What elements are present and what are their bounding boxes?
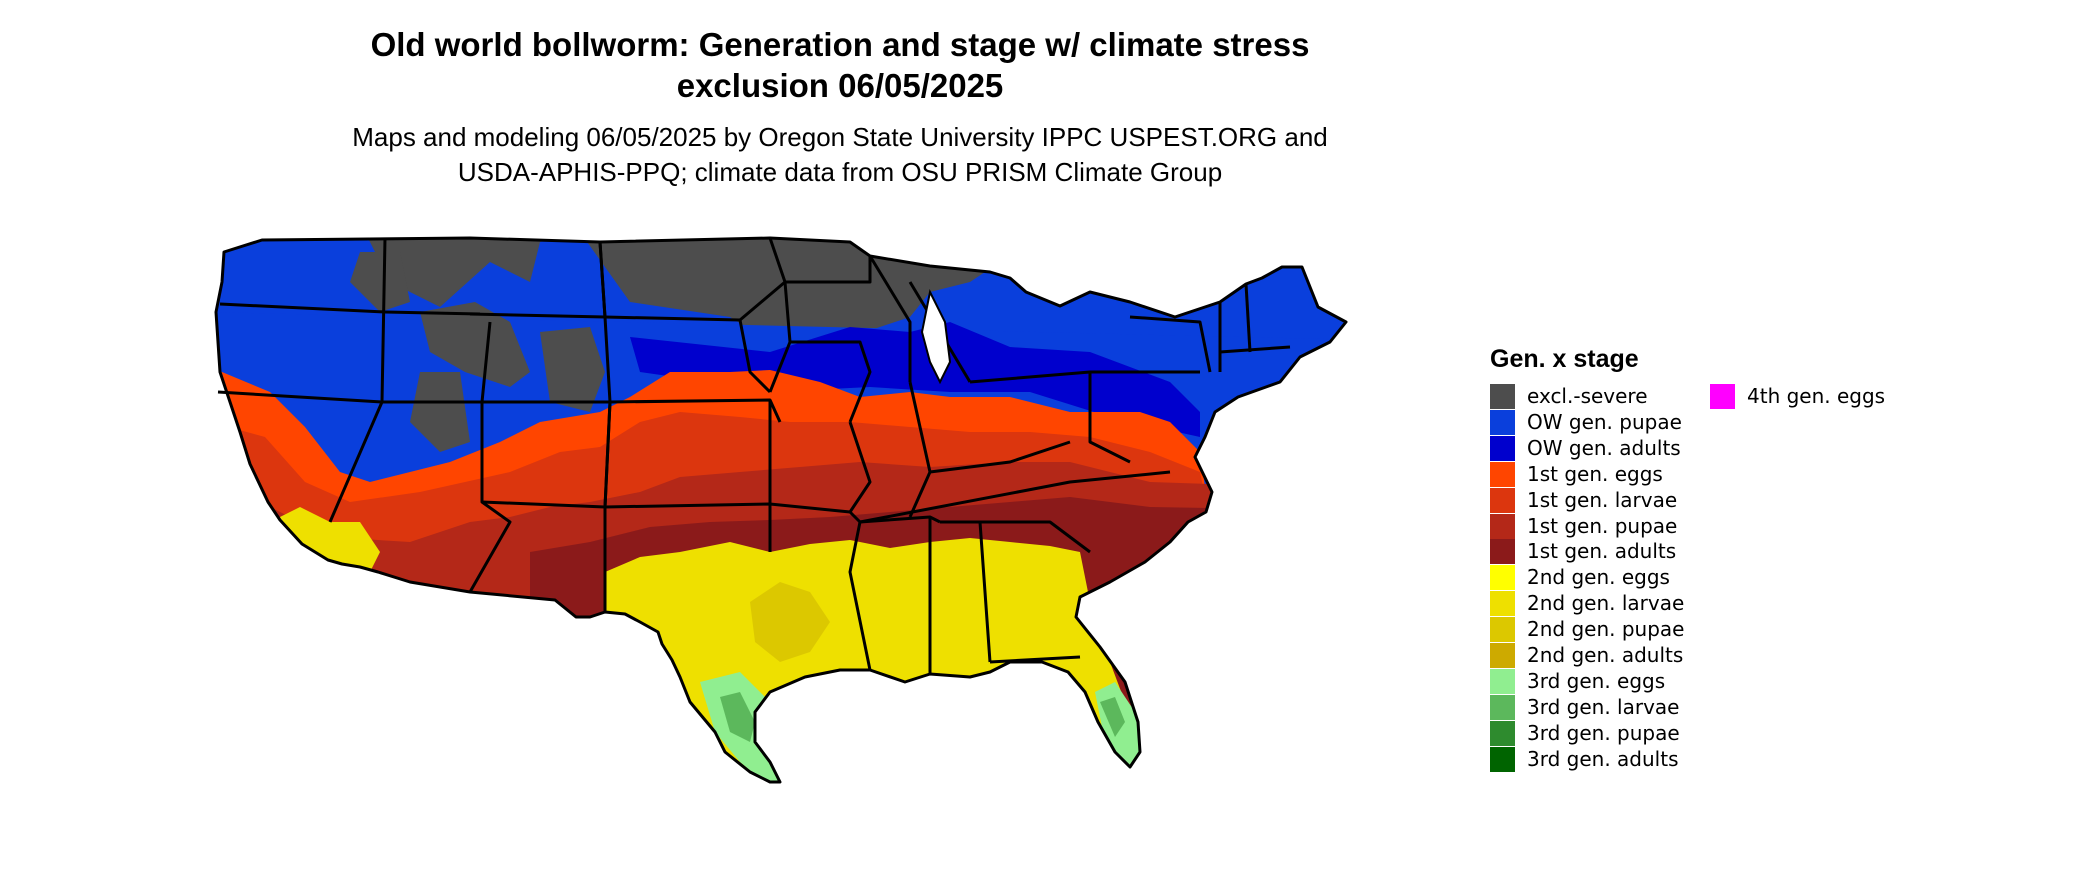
legend-label: 2nd gen. adults: [1527, 643, 1684, 667]
legend-item: 2nd gen. eggs: [1490, 565, 1670, 591]
border-mo-ky-tn: [848, 421, 872, 513]
legend-swatch: [1490, 668, 1515, 694]
fill-excl-mountains-4: [410, 372, 470, 452]
legend-swatch: [1710, 384, 1735, 409]
border-sd-ne: [604, 315, 772, 394]
us-map-svg: [214, 236, 1348, 784]
border-mn-wi: [785, 256, 872, 284]
legend-item: 3rd gen. eggs: [1490, 668, 1666, 694]
legend-item: 1st gen. larvae: [1490, 487, 1678, 513]
subtitle-line-1: Maps and modeling 06/05/2025 by Oregon S…: [352, 122, 1328, 152]
legend-swatch: [1490, 384, 1515, 409]
us-map: [210, 222, 1450, 892]
border-ia-il: [790, 340, 872, 423]
border-or-ca: [217, 390, 383, 404]
legend-item: 1st gen. pupae: [1490, 513, 1678, 539]
border-pa-wv: [1088, 372, 1131, 464]
border-nh-me: [1244, 283, 1252, 353]
legend-label: 4th gen. eggs: [1747, 384, 1886, 408]
map-title-line-1: Old world bollworm: Generation and stage…: [370, 26, 1310, 63]
legend-label: 3rd gen. eggs: [1527, 668, 1666, 693]
map-subtitle: Maps and modeling 06/05/2025 by Oregon S…: [240, 120, 1440, 190]
legend-swatch: [1490, 617, 1515, 643]
border-ky-oh: [929, 440, 1071, 474]
legend-item: 2nd gen. larvae: [1490, 591, 1685, 617]
border-tn-va: [859, 470, 1171, 524]
border-ny-pa: [1129, 315, 1212, 373]
legend-label: 2nd gen. pupae: [1527, 617, 1685, 642]
fill-3rd-larvae-florida: [1100, 697, 1125, 737]
state-boundaries: [214, 236, 1348, 784]
legend-label: 3rd gen. larvae: [1527, 694, 1680, 719]
legend-label: 2nd gen. larvae: [1527, 591, 1685, 616]
legend-label: 1st gen. adults: [1527, 539, 1677, 564]
fill-excl-mountains-3: [540, 327, 605, 412]
fill-2nd-larvae-south: [605, 538, 1140, 782]
legend-swatch: [1490, 435, 1515, 461]
legend-swatch: [1490, 513, 1515, 539]
fill-ow-adults: [630, 322, 1200, 437]
border-ga-sc: [980, 520, 1091, 554]
us-outline: [214, 236, 1348, 784]
map-stage-fills: [216, 238, 1346, 782]
map-title-line-2: exclusion 06/05/2025: [676, 67, 1004, 104]
legend-swatch: [1490, 643, 1515, 668]
legend-item: 4th gen. eggs: [1710, 384, 1885, 409]
legend-swatch: [1490, 565, 1515, 591]
legend-label: 1st gen. eggs: [1527, 461, 1663, 486]
border-fl-ga: [989, 655, 1081, 664]
border-id-mt-south: [384, 310, 481, 316]
border-ma: [1219, 345, 1291, 354]
legend-label: OW gen. pupae: [1527, 409, 1682, 434]
legend-item: excl.-severe: [1490, 384, 1648, 409]
legend-swatch: [1490, 487, 1515, 513]
border-ks-co: [603, 401, 612, 508]
legend-swatch: [1490, 746, 1515, 772]
legend-swatch: [1490, 694, 1515, 720]
legend: Gen. x stage excl.-severe OW gen. pupae OW…: [1490, 344, 2050, 774]
legend-item: 3rd gen. adults: [1490, 746, 1679, 772]
legend-item: OW gen. pupae: [1490, 409, 1682, 435]
legend-item: 3rd gen. pupae: [1490, 720, 1680, 746]
legend-item: 2nd gen. pupae: [1490, 617, 1685, 643]
legend-swatch: [1490, 539, 1515, 565]
legend-swatch: [1490, 720, 1515, 746]
fill-2nd-pupae-gulf: [750, 582, 830, 662]
lake-michigan: [920, 288, 952, 385]
fill-excl-mountains-1: [420, 302, 530, 387]
legend-label: 1st gen. larvae: [1527, 487, 1678, 512]
fill-excl-mountains-2: [350, 252, 410, 312]
legend-item: 1st gen. adults: [1490, 539, 1677, 565]
legend-swatch: [1490, 461, 1515, 487]
legend-swatch: [1490, 409, 1515, 435]
border-wi-il: [868, 255, 912, 382]
legend-label: 2nd gen. eggs: [1527, 565, 1670, 590]
border-ar-la: [769, 502, 862, 524]
legend-item: 1st gen. eggs: [1490, 461, 1663, 487]
title-block: Old world bollworm: Generation and stage…: [240, 24, 1440, 190]
subtitle-line-2: USDA-APHIS-PPQ; climate data from OSU PR…: [457, 157, 1223, 187]
fill-3rd-larvae-texas: [720, 692, 755, 742]
border-ut-az: [468, 402, 512, 593]
legend-label: 3rd gen. adults: [1527, 746, 1679, 771]
legend-label: 1st gen. pupae: [1527, 513, 1678, 538]
legend-item: 3rd gen. larvae: [1490, 694, 1680, 720]
border-nd-mt: [598, 241, 607, 318]
legend-item: 2nd gen. adults: [1490, 643, 1683, 668]
legend-label: 3rd gen. pupae: [1527, 720, 1680, 745]
legend-label: OW gen. adults: [1527, 435, 1681, 460]
border-ms-la: [848, 521, 872, 671]
legend-title: Gen. x stage: [1490, 345, 1639, 373]
legend-item: OW gen. adults: [1490, 435, 1681, 461]
legend-swatch: [1490, 591, 1515, 617]
border-wa-or: [219, 302, 386, 314]
legend-label: excl.-severe: [1527, 384, 1648, 408]
